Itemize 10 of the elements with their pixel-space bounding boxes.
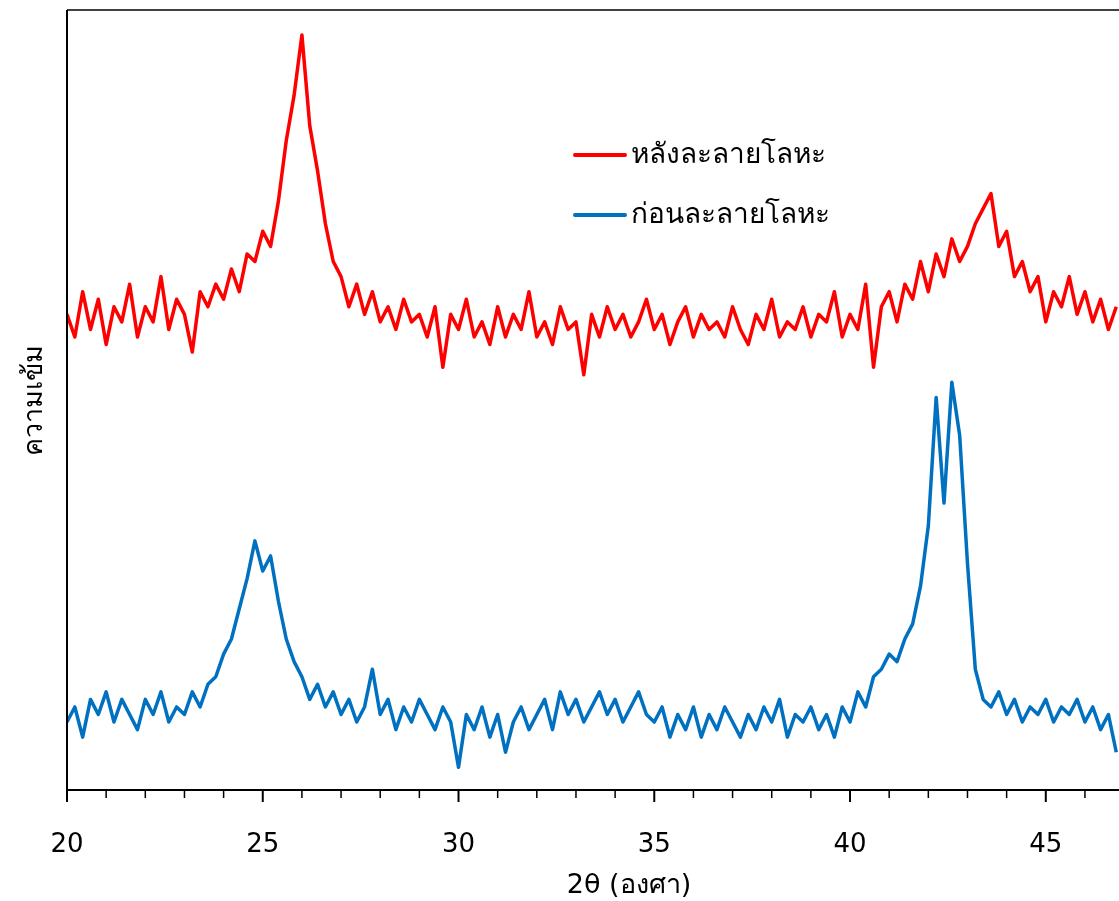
x-tick-label: 40 — [833, 828, 867, 858]
x-tick-label: 20 — [50, 828, 84, 858]
x-tick-label: 25 — [246, 828, 280, 858]
x-axis-title: 2θ (องศา) — [566, 868, 692, 899]
x-tick-label: 30 — [441, 828, 476, 858]
x-tick-label: 35 — [637, 828, 671, 858]
y-axis-title: ความเข้ม — [17, 344, 48, 456]
legend-label: หลังละลายโลหะ — [631, 137, 826, 170]
x-tick-label: 45 — [1029, 828, 1063, 858]
legend-label: ก่อนละลายโลหะ — [631, 197, 830, 230]
